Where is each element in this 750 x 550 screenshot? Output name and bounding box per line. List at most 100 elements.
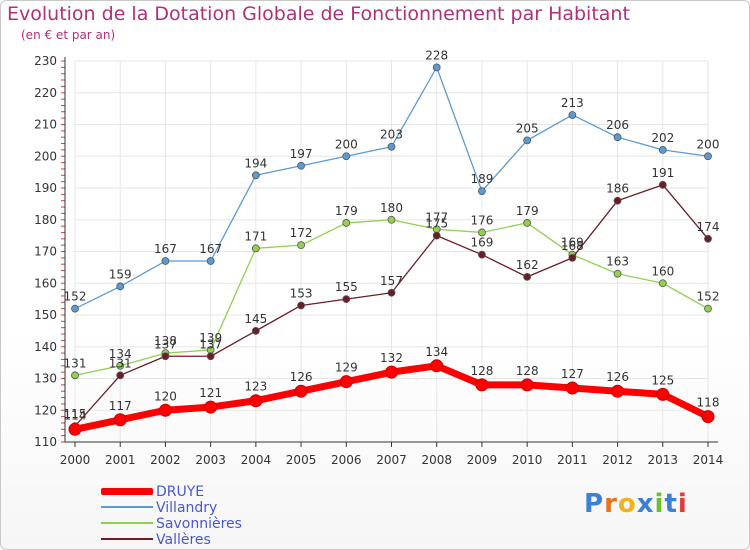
data-label: 137 bbox=[199, 337, 222, 351]
x-tick-label: 2014 bbox=[693, 453, 724, 467]
data-label: 153 bbox=[290, 286, 313, 300]
logo-letter: o bbox=[617, 489, 637, 519]
legend-swatch-savonnieres bbox=[101, 522, 153, 524]
x-tick-label: 2001 bbox=[105, 453, 136, 467]
data-point bbox=[523, 272, 532, 281]
data-point bbox=[387, 215, 396, 224]
data-label: 134 bbox=[425, 345, 448, 359]
data-point bbox=[565, 381, 579, 395]
y-tick-label: 200 bbox=[34, 149, 57, 163]
data-label: 115 bbox=[64, 407, 87, 421]
data-label: 197 bbox=[290, 147, 313, 161]
y-tick-label: 130 bbox=[34, 372, 57, 386]
data-point bbox=[342, 219, 351, 227]
data-point bbox=[432, 231, 441, 240]
x-tick-label: 2009 bbox=[467, 453, 498, 467]
y-tick-label: 230 bbox=[34, 54, 57, 68]
data-label: 139 bbox=[199, 331, 222, 345]
data-label: 137 bbox=[154, 337, 177, 351]
x-tick-label: 2010 bbox=[512, 453, 543, 467]
data-point bbox=[704, 152, 712, 161]
logo-letter: i bbox=[654, 489, 665, 519]
data-point bbox=[251, 171, 260, 180]
data-label: 121 bbox=[199, 386, 222, 400]
data-label: 126 bbox=[290, 370, 313, 384]
data-label: 200 bbox=[697, 137, 720, 151]
y-tick-label: 120 bbox=[34, 403, 57, 417]
data-label: 176 bbox=[470, 213, 493, 227]
y-tick-label: 180 bbox=[34, 213, 57, 227]
data-point bbox=[161, 352, 170, 361]
data-label: 163 bbox=[606, 255, 629, 269]
legend-item-druye: DRUYE bbox=[101, 484, 321, 500]
data-point bbox=[701, 410, 715, 424]
x-tick-label: 2005 bbox=[286, 453, 317, 467]
x-tick-label: 2004 bbox=[241, 453, 272, 467]
y-tick-label: 140 bbox=[34, 340, 57, 354]
data-point bbox=[704, 234, 712, 243]
data-label: 128 bbox=[516, 364, 539, 378]
data-label: 191 bbox=[651, 166, 674, 180]
data-label: 168 bbox=[561, 239, 584, 253]
data-point bbox=[342, 152, 351, 161]
legend-swatch-villandry bbox=[101, 506, 153, 508]
x-tick-label: 2003 bbox=[195, 453, 226, 467]
x-tick-label: 2002 bbox=[150, 453, 181, 467]
data-point bbox=[611, 384, 625, 398]
logo-letter: t bbox=[664, 489, 678, 519]
data-label: 186 bbox=[606, 182, 629, 196]
data-label: 145 bbox=[244, 312, 267, 326]
legend-swatch-valleres bbox=[101, 538, 153, 540]
data-point bbox=[297, 161, 305, 170]
legend-label-savonnieres: Savonnières bbox=[156, 516, 242, 532]
data-point bbox=[613, 133, 622, 142]
data-label: 179 bbox=[335, 204, 358, 218]
data-point bbox=[385, 365, 398, 379]
data-point bbox=[523, 136, 532, 145]
data-point bbox=[113, 413, 127, 427]
data-label: 171 bbox=[244, 229, 267, 243]
data-point bbox=[613, 269, 622, 278]
data-point bbox=[339, 375, 353, 389]
data-point bbox=[249, 394, 263, 408]
data-point bbox=[613, 196, 622, 205]
data-label: 152 bbox=[697, 290, 720, 304]
data-label: 194 bbox=[244, 156, 267, 170]
data-label: 138 bbox=[154, 334, 177, 348]
data-label: 175 bbox=[425, 217, 448, 231]
data-label: 169 bbox=[470, 236, 493, 250]
data-label: 200 bbox=[335, 137, 358, 151]
data-label: 134 bbox=[109, 347, 132, 361]
data-label: 167 bbox=[154, 242, 177, 256]
x-tick-label: 2000 bbox=[60, 453, 91, 467]
chart-title: Evolution de la Dotation Globale de Fonc… bbox=[7, 3, 630, 25]
x-tick-label: 2012 bbox=[602, 453, 633, 467]
data-point bbox=[568, 111, 577, 119]
data-point bbox=[68, 422, 82, 436]
legend-label-druye: DRUYE bbox=[156, 484, 205, 500]
data-label: 155 bbox=[335, 280, 358, 294]
data-label: 205 bbox=[516, 121, 539, 135]
data-point bbox=[387, 142, 396, 151]
data-label: 159 bbox=[109, 267, 132, 281]
data-point bbox=[658, 279, 667, 288]
data-point bbox=[251, 244, 260, 253]
data-point bbox=[297, 241, 305, 250]
chart-subtitle: (en € et par an) bbox=[21, 28, 116, 42]
y-tick-label: 190 bbox=[34, 181, 57, 195]
data-point bbox=[704, 304, 712, 313]
x-tick-label: 2007 bbox=[376, 453, 407, 467]
data-point bbox=[478, 250, 486, 259]
data-point bbox=[116, 282, 125, 291]
data-label: 203 bbox=[380, 128, 403, 142]
logo-letter: i bbox=[677, 489, 688, 519]
data-label: 129 bbox=[335, 361, 358, 375]
data-label: 172 bbox=[290, 226, 313, 240]
data-label: 206 bbox=[606, 118, 629, 132]
legend-label-villandry: Villandry bbox=[156, 500, 218, 516]
data-point bbox=[658, 145, 667, 154]
y-tick-label: 160 bbox=[34, 276, 57, 290]
legend-item-villandry: Villandry bbox=[101, 500, 321, 516]
data-point bbox=[204, 400, 218, 414]
